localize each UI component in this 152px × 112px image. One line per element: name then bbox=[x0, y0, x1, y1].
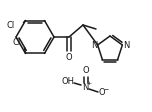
Text: Cl: Cl bbox=[12, 38, 21, 47]
Text: N: N bbox=[123, 41, 130, 50]
Text: O: O bbox=[99, 88, 105, 97]
Text: O: O bbox=[83, 66, 89, 75]
Text: −: − bbox=[103, 86, 109, 91]
Text: +: + bbox=[86, 81, 92, 86]
Text: OH: OH bbox=[62, 77, 74, 86]
Text: N: N bbox=[82, 83, 88, 92]
Text: Cl: Cl bbox=[6, 21, 15, 30]
Text: O: O bbox=[66, 53, 72, 62]
Text: N: N bbox=[92, 41, 98, 50]
